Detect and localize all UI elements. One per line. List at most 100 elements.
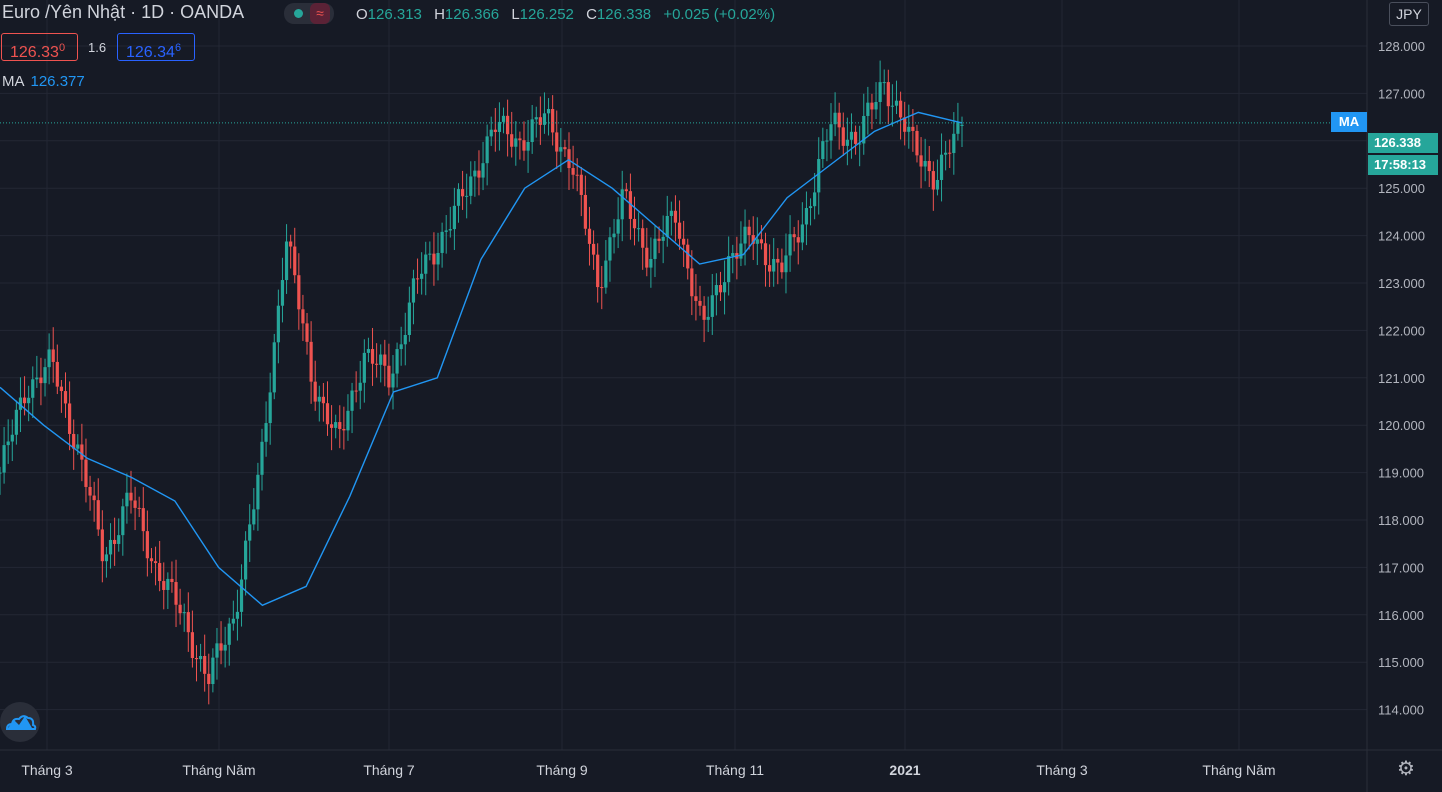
candle-body [460,189,465,197]
candle-body [14,409,18,435]
candle-body [145,531,149,559]
candle-body [911,126,915,131]
candle-body [72,433,76,449]
candle-body [813,192,817,207]
x-tick-label: Tháng 9 [536,762,588,778]
currency-button[interactable]: JPY [1389,2,1429,26]
candle-body [956,122,960,134]
candle-body [571,168,575,175]
last-price-tag: 126.338 [1368,133,1438,153]
candle-body [698,300,702,306]
candle-body [182,612,186,614]
candle-body [853,131,858,144]
candle-body [821,141,825,160]
candle-body [190,632,194,658]
candle-body [935,179,940,190]
ma-indicator-legend[interactable]: MA 126.377 [2,73,85,90]
candle-body [796,237,800,243]
candle-body [514,138,518,147]
candle-body [346,410,350,431]
sell-button[interactable]: 126.330 [1,33,78,61]
candle-body [776,258,780,263]
high-value: 126.366 [444,6,500,23]
candle-body [289,241,293,247]
candle-body [305,323,309,342]
candle-body [137,507,141,509]
candle-body [280,280,285,306]
candle-body [637,228,641,230]
y-tick-label: 115.000 [1378,655,1424,670]
candle-body [76,444,80,449]
buy-button[interactable]: 126.346 [117,33,195,61]
candle-body [88,486,92,496]
candle-body [522,140,526,151]
candle-body [244,540,248,580]
candle-body [915,130,919,156]
open-value: 126.313 [367,6,422,23]
candle-body [669,210,673,216]
candle-body [395,349,399,374]
candle-body [575,174,579,176]
candle-body [944,152,948,155]
sell-price-pip: 0 [58,42,66,54]
candle-body [6,441,10,446]
candle-body [125,492,129,507]
candle-body [10,434,14,442]
sell-price: 126.33 [10,44,59,61]
candle-body [207,673,211,685]
y-tick-label: 119.000 [1378,466,1424,481]
gear-icon[interactable]: ⚙ [1397,758,1415,780]
candle-body [518,138,522,141]
candle-body [248,524,252,541]
candle-body [387,365,391,388]
candle-body [555,132,559,152]
candle-body [649,258,653,268]
candle-body [51,349,55,362]
candle-body [166,578,170,590]
candle-body [129,492,133,501]
candle-body [239,579,244,612]
candle-body [428,253,432,255]
candle-body [256,474,260,510]
candle-body [362,352,366,383]
candle-body [825,140,829,142]
candle-body [0,472,2,474]
data-wave-icon: ≈ [310,3,330,24]
candle-body [194,657,199,660]
candle-body [342,428,346,431]
candle-body [325,403,330,425]
candle-body [321,396,325,404]
candle-body [722,282,727,293]
candle-body [510,134,514,147]
candle-body [203,655,207,674]
candle-body [403,335,407,345]
candle-body [862,115,866,144]
symbol-title[interactable]: Euro /Yên Nhật · 1D · OANDA [2,2,244,23]
candle-body [231,618,235,624]
candle-body [804,208,809,225]
candle-body [456,189,461,206]
candle-body [731,253,735,257]
status-indicator-group[interactable]: ≈ [284,3,334,24]
y-tick-label: 124.000 [1378,229,1425,244]
high-label: H [434,6,445,23]
ohlc-legend: O126.313 H126.366 L126.252 C126.338 +0.0… [356,6,783,23]
ma-value: 126.377 [30,73,85,90]
candle-body [780,262,784,273]
candle-body [710,295,714,317]
bar-countdown-tag: 17:58:13 [1368,155,1438,175]
candle-body [108,539,113,555]
open-label: O [356,6,368,23]
candle-body [608,237,612,261]
candle-body [882,82,886,84]
candle-body [366,349,371,353]
candle-body [252,509,256,525]
candle-body [55,361,59,387]
candle-body [870,102,874,110]
tradingview-cloud-icon[interactable] [0,702,40,742]
candle-body [264,423,268,442]
candle-body [260,441,264,475]
candle-body [931,171,935,190]
candle-body [18,397,23,410]
